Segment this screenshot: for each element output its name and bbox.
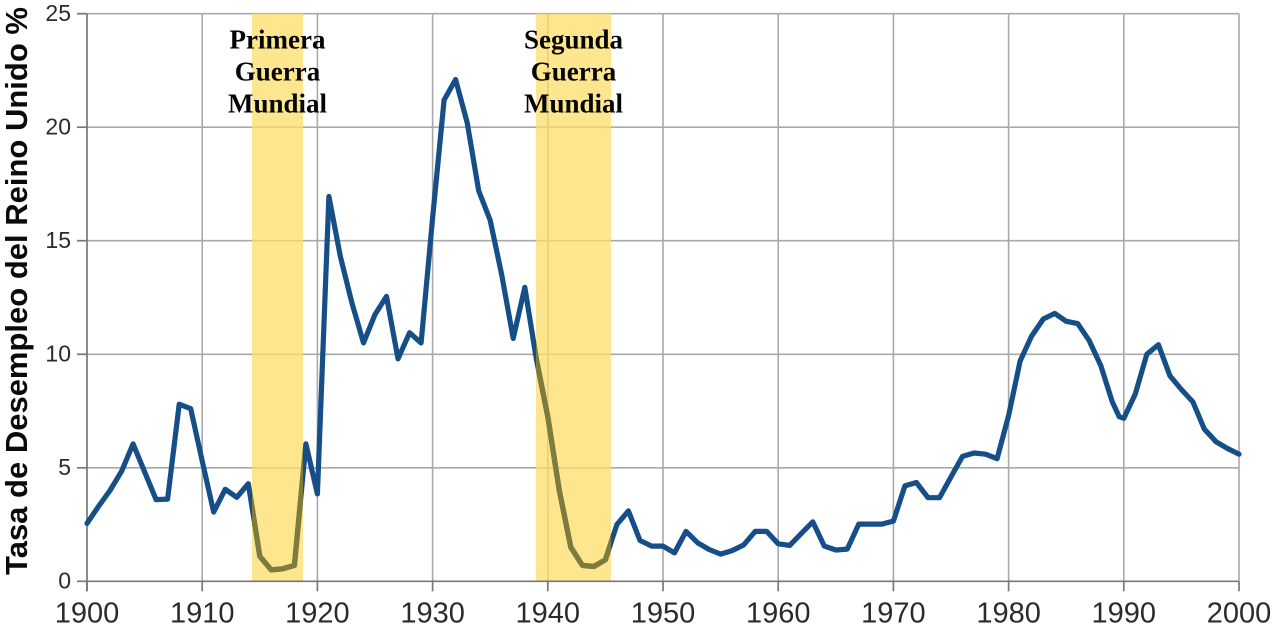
svg-text:Mundial: Mundial [524, 89, 624, 119]
svg-text:25: 25 [45, 0, 71, 26]
svg-text:Guerra: Guerra [235, 57, 321, 87]
svg-text:1950: 1950 [631, 598, 696, 629]
svg-text:2000: 2000 [1207, 598, 1272, 629]
svg-text:1960: 1960 [746, 598, 811, 629]
svg-text:1980: 1980 [976, 598, 1041, 629]
svg-text:1920: 1920 [285, 598, 350, 629]
svg-text:1970: 1970 [861, 598, 926, 629]
svg-text:1940: 1940 [516, 598, 581, 629]
svg-text:20: 20 [45, 113, 71, 139]
svg-text:10: 10 [45, 341, 71, 367]
svg-text:1930: 1930 [400, 598, 465, 629]
svg-text:1990: 1990 [1092, 598, 1157, 629]
svg-text:1900: 1900 [55, 598, 120, 629]
svg-text:Mundial: Mundial [228, 89, 328, 119]
svg-text:1910: 1910 [170, 598, 235, 629]
svg-text:Primera: Primera [230, 25, 326, 55]
svg-text:Segunda: Segunda [524, 25, 624, 55]
svg-text:0: 0 [58, 568, 71, 594]
svg-text:Guerra: Guerra [531, 57, 617, 87]
svg-text:5: 5 [58, 454, 71, 480]
svg-text:Tasa de Desempleo del Reino Un: Tasa de Desempleo del Reino Unido % [0, 7, 34, 575]
svg-text:15: 15 [45, 227, 71, 253]
